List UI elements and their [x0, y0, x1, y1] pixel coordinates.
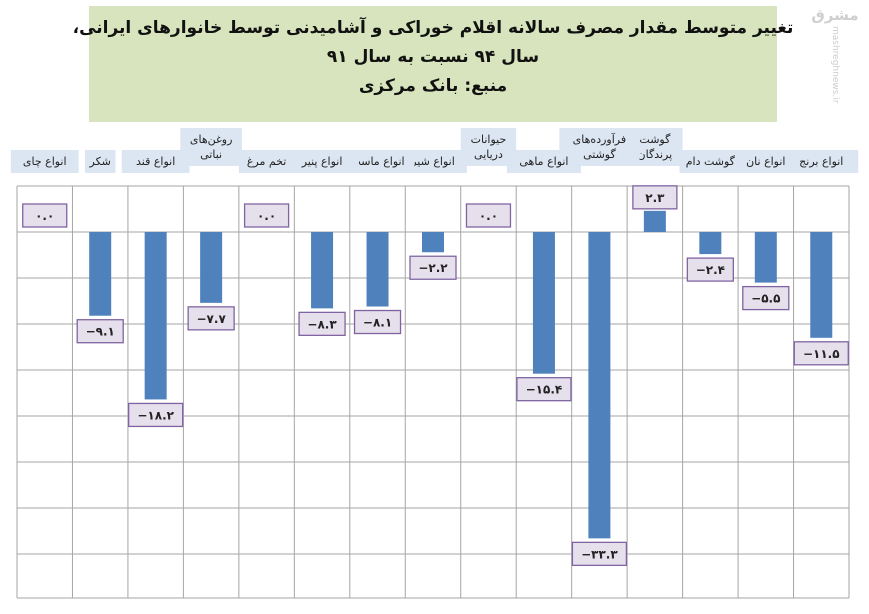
data-label-box	[632, 185, 678, 210]
data-label-box	[76, 319, 124, 344]
bar	[89, 232, 112, 316]
category-label-bg	[84, 150, 116, 173]
bar	[422, 232, 444, 253]
category-label: دریایی	[474, 148, 503, 161]
category-label-bg	[506, 150, 581, 173]
category-label-bg	[121, 150, 190, 173]
category-label: انواع چای	[23, 155, 67, 168]
category-label-bg	[10, 150, 79, 173]
category-label: فرآورده‌های	[573, 132, 626, 146]
bar	[200, 232, 223, 303]
watermark-url: mashreghnews.ir	[830, 26, 840, 104]
category-label: گوشت دام	[686, 155, 736, 168]
category-label-bg	[784, 150, 859, 173]
data-label: −۲.۴	[696, 263, 725, 277]
data-label: −۸.۳	[307, 317, 337, 331]
data-label-box	[409, 255, 457, 280]
data-label-box	[793, 341, 849, 366]
data-label: −۹.۱	[86, 325, 115, 339]
category-label: پرندگان	[638, 148, 673, 161]
data-label: ۰.۰	[479, 209, 498, 223]
bar	[810, 232, 833, 338]
data-label-box	[243, 203, 290, 228]
data-label: −۷.۷	[197, 312, 227, 326]
data-label-box	[22, 203, 68, 228]
data-label: −۱۵.۴	[526, 383, 563, 397]
data-label: ۲.۳	[645, 191, 665, 205]
bar	[366, 232, 389, 307]
category-label-bg	[399, 150, 467, 173]
category-label-bg	[460, 128, 517, 166]
category-label-bg	[679, 150, 742, 173]
bar	[311, 232, 334, 309]
watermark: مشرق mashreghnews.ir	[803, 6, 867, 118]
data-label-box	[128, 402, 184, 428]
category-label-bg	[180, 128, 242, 166]
data-label: −۱۸.۲	[137, 408, 174, 422]
bar	[699, 232, 722, 255]
category-label: انواع پنیر	[301, 155, 343, 168]
category-label: حیوانات	[471, 133, 507, 146]
watermark-logo: مشرق	[811, 6, 859, 24]
chart-title-line1: تغییر متوسط مقدار مصرف سالانه اقلام خورا…	[72, 18, 794, 38]
data-label: −۲.۲	[418, 261, 448, 275]
data-label-box	[298, 311, 346, 337]
data-label-box	[353, 309, 402, 335]
chart-title-line2: سال ۹۴ نسبت به سال ۹۱	[326, 47, 540, 67]
category-label-bg	[285, 150, 360, 173]
category-label: روغن‌های	[190, 133, 233, 146]
chart-title-box: تغییر متوسط مقدار مصرف سالانه اقلام خورا…	[73, 6, 793, 122]
data-label: ۰.۰	[35, 209, 54, 223]
category-label: شکر	[89, 155, 111, 168]
bar	[144, 232, 167, 400]
data-label: −۱۱.۵	[803, 347, 840, 361]
category-label: انواع قند	[136, 155, 175, 168]
data-label-box	[187, 306, 235, 331]
data-label: −۸.۱	[363, 316, 392, 330]
data-label-box	[742, 285, 790, 311]
data-label-box	[465, 203, 512, 228]
category-label-bg	[238, 150, 295, 173]
category-label: انواع شیر	[410, 155, 455, 168]
data-label-box	[516, 377, 572, 402]
bar	[588, 232, 611, 539]
chart-grid	[16, 185, 850, 599]
bar	[532, 232, 555, 374]
data-label: −۵.۵	[751, 292, 780, 306]
bar	[754, 232, 777, 283]
data-label: ۰.۰	[257, 209, 276, 223]
category-label: انواع نان	[746, 155, 785, 168]
category-label: انواع ماست	[350, 155, 404, 168]
bar	[643, 210, 666, 232]
category-label: انواع ماهی	[519, 155, 568, 168]
category-label: نباتی	[200, 148, 222, 161]
category-label-bg	[731, 150, 800, 173]
data-label: −۳۳.۳	[581, 547, 618, 561]
category-label: انواع برنج	[799, 155, 843, 168]
data-label-box	[686, 257, 734, 282]
data-label-box	[571, 541, 628, 567]
category-label: گوشتی	[583, 148, 616, 161]
category-label: گوشت	[639, 133, 671, 146]
chart-source: منبع: بانک مرکزی	[358, 76, 508, 96]
category-label: تخم مرغ	[247, 155, 287, 168]
